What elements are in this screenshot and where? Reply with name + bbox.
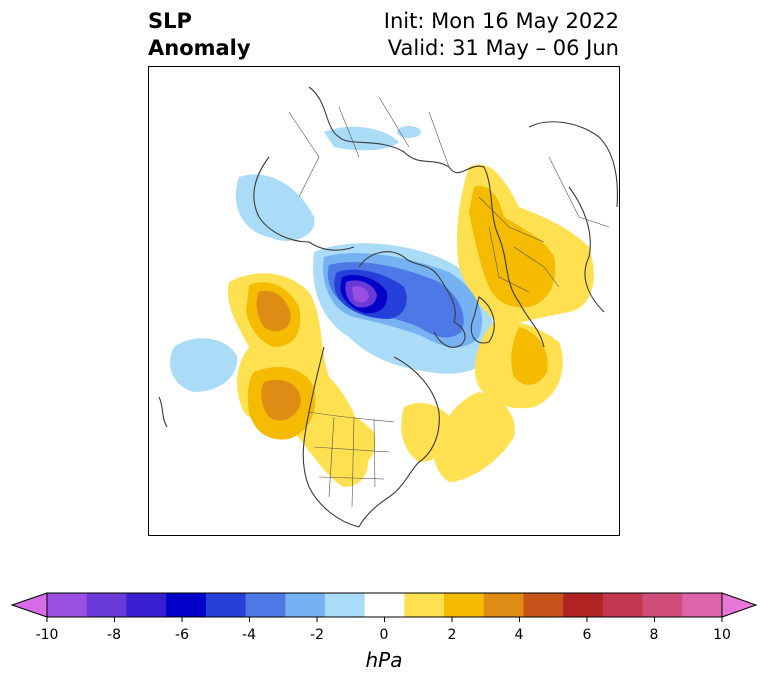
init-date: Init: Mon 16 May 2022 [383, 9, 619, 33]
colorbar-segment [483, 593, 524, 617]
colorbar-segment [602, 593, 644, 617]
field-name-line2: Anomaly [148, 36, 251, 60]
colorbar-tick-label: 8 [649, 627, 659, 643]
colorbar-segment [642, 593, 683, 617]
colorbar-tick-label: -8 [107, 627, 121, 643]
colorbar-segment [47, 593, 88, 617]
negative-anomaly-core [323, 252, 483, 348]
map-canvas [158, 86, 618, 528]
colorbar-segment [245, 593, 286, 617]
colorbar-segment [205, 593, 247, 617]
colorbar-segment [682, 593, 723, 617]
colorbar-segment [126, 593, 167, 617]
colorbar-segment [86, 593, 127, 617]
field-name-line1: SLP [148, 9, 192, 33]
anomaly-map [148, 66, 620, 536]
political-borders [288, 96, 610, 508]
colorbar-unit-label: hPa [365, 648, 403, 672]
colorbar-tick-label: 0 [379, 627, 389, 643]
colorbar-tick-label: 4 [514, 627, 524, 643]
colorbar-segments [10, 592, 758, 622]
colorbar-tick-label: -2 [310, 627, 324, 643]
coastlines [158, 86, 618, 528]
colorbar-segment [444, 593, 485, 617]
colorbar-tick-label: 10 [713, 627, 731, 643]
colorbar-extend-min [10, 592, 48, 618]
colorbar-segment [364, 593, 405, 617]
colorbar-segment [166, 593, 207, 617]
forecast-dates: Init: Mon 16 May 2022 Valid: 31 May – 06… [384, 8, 619, 62]
colorbar-tick-label: -6 [175, 627, 189, 643]
colorbar-tick-label: 2 [447, 627, 457, 643]
map-title: SLP Anomaly [148, 8, 251, 62]
colorbar-tick-label: 6 [582, 627, 592, 643]
valid-range: Valid: 31 May – 06 Jun [387, 36, 619, 60]
colorbar-segment [563, 593, 604, 617]
colorbar-tick-label: -4 [242, 627, 256, 643]
colorbar [10, 592, 758, 622]
colorbar-segment [523, 593, 564, 617]
colorbar-extend-max [721, 592, 758, 618]
colorbar-segment [285, 593, 326, 617]
colorbar-tick-label: -10 [35, 627, 59, 643]
colorbar-segment [324, 593, 366, 617]
positive-anomaly-strong [256, 290, 301, 421]
colorbar-segment [404, 593, 445, 617]
